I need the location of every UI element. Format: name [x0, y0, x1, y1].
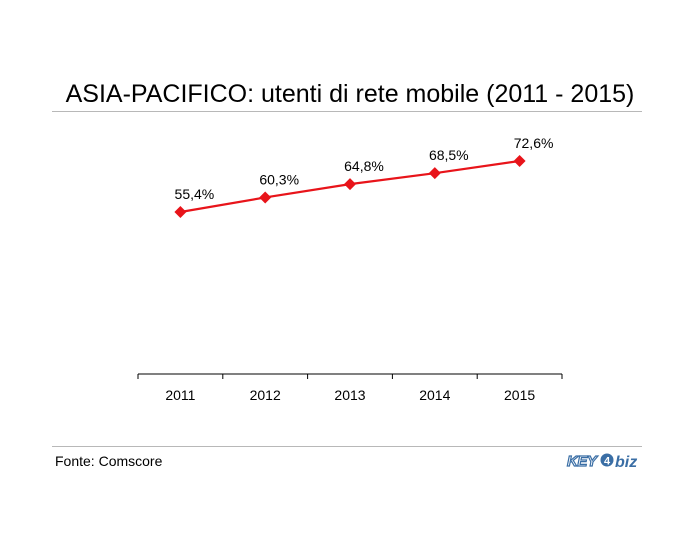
data-point-marker: [259, 191, 272, 204]
data-point-marker: [513, 155, 526, 167]
data-point-marker: [174, 206, 187, 218]
x-tick-label: 2013: [334, 387, 365, 403]
x-tick-label: 2011: [165, 387, 195, 403]
data-label: 72,6%: [514, 135, 554, 151]
source-note: Fonte: Comscore: [55, 453, 163, 469]
data-point-marker: [428, 167, 441, 180]
x-tick-label: 2015: [504, 387, 535, 403]
chart-title: ASIA-PACIFICO: utenti di rete mobile (20…: [65, 80, 635, 108]
x-tick-label: 2014: [419, 387, 450, 403]
svg-text:KEY: KEY: [567, 453, 599, 470]
data-label: 55,4%: [175, 186, 215, 202]
svg-text:biz: biz: [615, 454, 637, 471]
data-label: 68,5%: [429, 147, 469, 163]
x-tick-label: 2012: [250, 387, 281, 403]
title-divider: [52, 111, 642, 112]
key4biz-logo: KEY 4 biz: [566, 452, 637, 471]
footer-divider: [52, 446, 642, 447]
data-label: 64,8%: [344, 158, 384, 174]
data-label: 60,3%: [259, 171, 299, 187]
data-point-marker: [344, 178, 356, 191]
svg-text:4: 4: [604, 456, 611, 468]
